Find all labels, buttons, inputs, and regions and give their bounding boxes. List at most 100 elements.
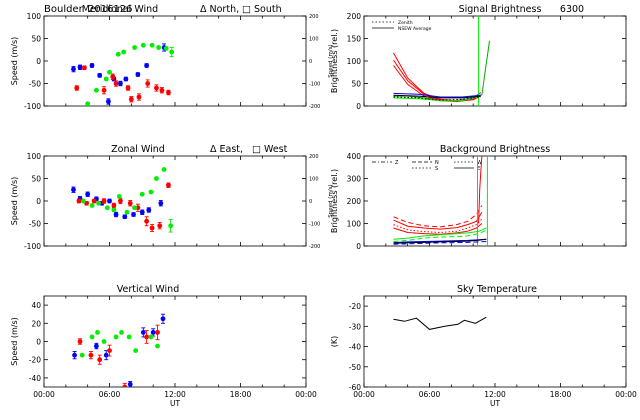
data-point (155, 330, 160, 335)
data-point (128, 96, 134, 102)
data-point (132, 205, 138, 211)
data-point (158, 200, 164, 206)
y-tick-label: 100 (347, 220, 362, 229)
data-point (101, 339, 107, 344)
legend-entry: E (477, 166, 480, 172)
data-point (96, 200, 101, 206)
data-point (101, 198, 107, 204)
data-point (123, 76, 129, 82)
y-tick-label: 150 (347, 35, 362, 44)
data-point (111, 203, 117, 208)
chart-title: Vertical Wind (117, 284, 179, 295)
data-point (168, 223, 174, 229)
legend-entry: Z (395, 160, 399, 166)
plot-frame (43, 15, 307, 107)
series-line (393, 241, 487, 245)
data-point (107, 69, 112, 75)
meridional-panel: Meridional Wind Δ North, □ South -100 -50 0 50… (10, 4, 334, 111)
legend-entry: N (435, 160, 439, 166)
x-tick-label: 12:00 (484, 390, 506, 399)
y-tick-label: 400 (347, 152, 362, 161)
data-point (148, 334, 154, 340)
data-point (127, 200, 133, 206)
chart-title: Background Brightness (440, 144, 550, 155)
y-tick-label: 300 (347, 175, 362, 184)
data-point (149, 42, 155, 48)
data-point (121, 49, 127, 55)
data-point (111, 207, 117, 213)
series-line (393, 227, 487, 240)
y-tick-label: 0 (356, 102, 361, 111)
data-point (144, 63, 150, 68)
series-line (393, 223, 483, 235)
y-tick-label: 0 (356, 242, 361, 251)
data-point (118, 198, 123, 204)
y-tick-label: -50 (349, 363, 361, 372)
x-tick-label: 00:00 (295, 390, 317, 399)
data-point (140, 330, 146, 335)
y-axis-label: Speed (m/s) (10, 317, 19, 366)
y-tick-label: -20 (29, 356, 41, 365)
data-point (119, 330, 124, 335)
y2-tick-label: 100 (309, 177, 319, 183)
y-tick-label: 0 (36, 57, 41, 66)
x-axis-label: UT (490, 399, 500, 408)
y-tick-label: -100 (24, 102, 41, 111)
y-tick-label: 50 (31, 35, 41, 44)
y-tick-label: -40 (29, 374, 41, 383)
data-point (103, 76, 109, 82)
y2-tick-label: 200 (309, 14, 319, 20)
y-tick-label: 50 (351, 80, 361, 89)
data-point (103, 352, 109, 358)
data-point (106, 99, 111, 104)
data-point (125, 85, 131, 91)
data-point (107, 348, 112, 353)
vertical-panel: Vertical Wind -40 -20 0 20 40 00:00 06:00 12:00 1… (10, 284, 317, 408)
y-tick-label: 40 (31, 301, 41, 310)
data-point (169, 49, 175, 55)
skytemp-panel: Sky Temperature -60 -50 -40 -30 -20 00:00 06:00… (330, 284, 637, 408)
data-point (104, 205, 110, 211)
y-tick-label: 100 (27, 12, 42, 21)
legend-entry: NSEW Average (398, 26, 432, 32)
data-layer (393, 316, 487, 330)
data-point (74, 85, 80, 91)
data-point (166, 182, 171, 188)
data-point (150, 330, 156, 335)
data-point (80, 198, 86, 204)
x-tick-label: 00:00 (615, 390, 637, 399)
y-tick-label: 200 (347, 12, 362, 21)
y2-tick-label: 100 (309, 37, 319, 43)
y2-axis-label: Speed (m/s) (328, 44, 334, 77)
signal-panel: Signal Brightness 6300 0 50 100 150 200 Brightn… (330, 4, 627, 111)
series-line (393, 218, 483, 234)
data-point (127, 381, 133, 387)
data-point (71, 66, 76, 72)
x-tick-label: 06:00 (99, 390, 121, 399)
data-point (115, 51, 121, 57)
data-point (107, 198, 112, 204)
data-point (72, 352, 77, 358)
data-point (154, 176, 159, 181)
data-point (157, 223, 163, 229)
series-line (393, 229, 487, 242)
data-point (94, 343, 99, 349)
data-layer (393, 16, 490, 106)
data-point (154, 85, 159, 91)
data-point (159, 87, 165, 93)
legend-entry: S (435, 166, 438, 172)
data-point (133, 348, 139, 353)
y2-axis-label: Speed (m/s) (328, 184, 334, 217)
data-point (156, 45, 162, 50)
data-point (113, 212, 119, 217)
y-axis-label: Brightness (rel.) (330, 29, 339, 93)
data-point (140, 42, 146, 48)
data-point (144, 334, 150, 340)
data-point (122, 214, 128, 220)
legend-entry: Zenith (398, 20, 413, 26)
y2-tick-label: -100 (309, 222, 320, 228)
data-point (76, 198, 82, 204)
data-point (113, 81, 119, 86)
zonal-panel: Zonal Wind Δ East, □ West -100 -50 0 50 100 -200… (10, 144, 334, 251)
data-point (85, 191, 91, 197)
